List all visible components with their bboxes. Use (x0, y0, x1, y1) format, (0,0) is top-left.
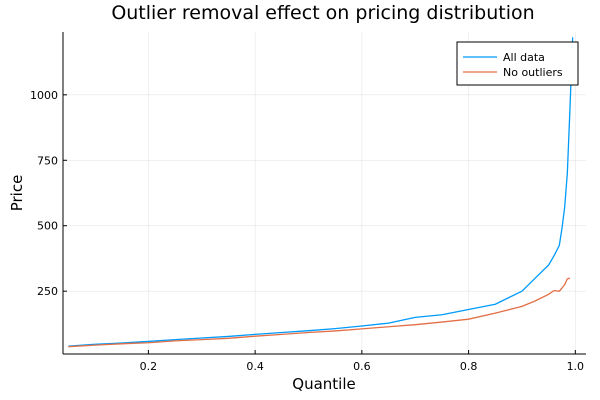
legend: All data No outliers (456, 41, 579, 86)
y-tick-label: 750 (37, 154, 58, 167)
y-tick-label: 250 (37, 285, 58, 298)
series-line-no-outliers (68, 277, 571, 348)
ticks-layer: 0.2 0.4 0.6 0.8 1.0 250 500 750 1000 (30, 89, 584, 373)
y-tick-label: 1000 (30, 89, 58, 102)
x-tick-label: 0.2 (140, 360, 158, 373)
x-axis-label: Quantile (292, 375, 355, 393)
series-line-all-data (68, 37, 574, 347)
legend-label-no-outliers: No outliers (503, 66, 563, 79)
x-tick-label: 0.4 (246, 360, 264, 373)
y-tick-label: 500 (37, 220, 58, 233)
x-tick-label: 0.6 (353, 360, 371, 373)
legend-label-all-data: All data (503, 51, 545, 64)
series-layer (68, 37, 574, 348)
legend-box (456, 41, 579, 86)
x-tick-label: 1.0 (567, 360, 585, 373)
axes-layer (62, 32, 586, 355)
y-axis-label: Price (8, 175, 26, 212)
chart-title: Outlier removal effect on pricing distri… (111, 2, 534, 24)
grid-layer (63, 32, 586, 354)
x-tick-label: 0.8 (460, 360, 478, 373)
